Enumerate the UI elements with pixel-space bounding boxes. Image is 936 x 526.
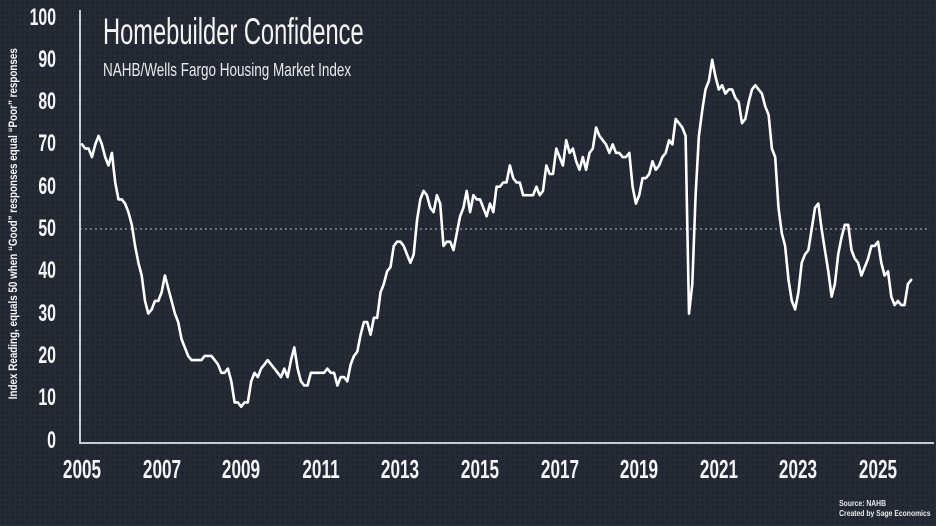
y-tick-label: 80 <box>38 88 56 116</box>
y-tick-label: 10 <box>38 384 56 412</box>
chart-title: Homebuilder Confidence <box>103 11 364 52</box>
y-tick-label: 40 <box>38 257 56 285</box>
credit-line: Created by Sage Economics <box>839 509 931 518</box>
y-tick-label: 90 <box>38 45 56 73</box>
y-tick-label: 60 <box>38 172 56 200</box>
x-tick-label: 2015 <box>460 454 500 484</box>
hmi-series-line <box>80 58 913 409</box>
y-tick-label: 30 <box>38 299 56 327</box>
title-block: Homebuilder Confidence NAHB/Wells Fargo … <box>103 11 510 81</box>
x-tick-label: 2017 <box>540 454 579 484</box>
x-tick-label: 2021 <box>699 454 738 484</box>
y-tick-label: 50 <box>38 215 56 242</box>
chart-subtitle: NAHB/Wells Fargo Housing Market Index <box>103 60 352 80</box>
y-tick-label: 100 <box>29 3 56 31</box>
x-tick-label: 2005 <box>62 454 102 484</box>
y-tick-label: 0 <box>47 426 56 454</box>
y-tick-label: 70 <box>38 130 56 158</box>
x-tick-label: 2025 <box>858 454 898 484</box>
x-tick-label: 2007 <box>142 454 181 484</box>
x-tick-label: 2019 <box>620 454 659 484</box>
source-attribution: Source: NAHB Created by Sage Economics <box>840 499 931 519</box>
x-tick-label: 2013 <box>381 454 420 484</box>
y-tick-label: 20 <box>38 341 56 369</box>
x-tick-label: 2009 <box>222 454 261 484</box>
source-line: Source: NAHB <box>839 499 887 508</box>
x-tick-label: 2011 <box>302 454 340 484</box>
x-tick-label: 2023 <box>779 454 818 484</box>
